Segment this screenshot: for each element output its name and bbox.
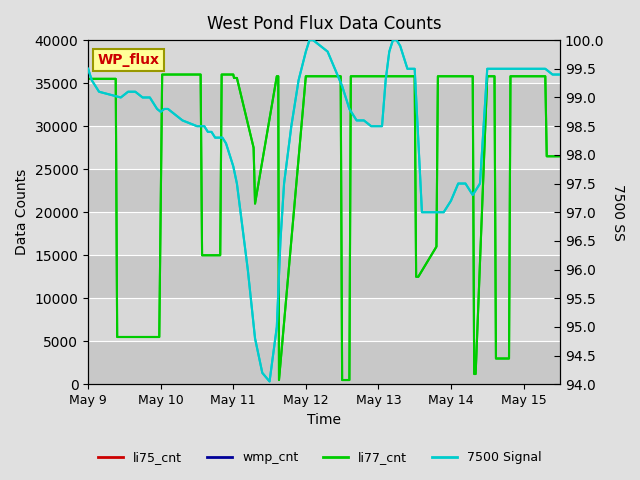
Bar (88, 40, 560, 83)
Y-axis label: Data Counts: Data Counts (15, 169, 29, 255)
Legend: li75_cnt, wmp_cnt, li77_cnt, 7500 Signal: li75_cnt, wmp_cnt, li77_cnt, 7500 Signal (93, 446, 547, 469)
Bar (88, 126, 560, 169)
Text: WP_flux: WP_flux (97, 53, 159, 67)
Bar (88, 169, 560, 212)
Bar (88, 298, 560, 341)
Bar (88, 341, 560, 384)
Bar (88, 212, 560, 255)
Bar (88, 255, 560, 298)
Y-axis label: 7500 SS: 7500 SS (611, 184, 625, 240)
X-axis label: Time: Time (307, 413, 341, 427)
Title: West Pond Flux Data Counts: West Pond Flux Data Counts (207, 15, 442, 33)
Bar (88, 83, 560, 126)
